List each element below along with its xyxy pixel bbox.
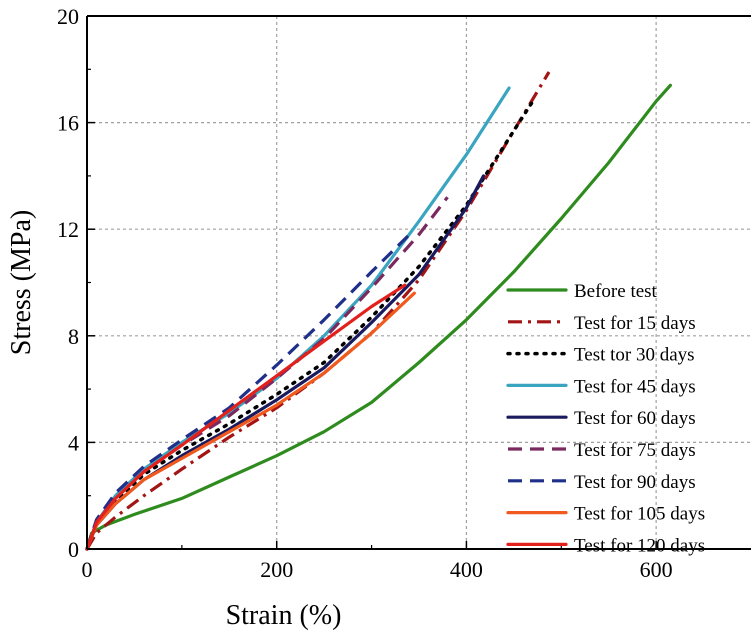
series-line-3: [85, 99, 535, 551]
series-lines: [85, 71, 672, 551]
y-tick-label: 20: [57, 4, 79, 29]
x-tick-label: 0: [82, 557, 93, 582]
series-line-5: [85, 174, 486, 551]
legend-label-2: Test for 15 days: [574, 313, 696, 334]
y-tick-label: 0: [68, 537, 79, 562]
y-tick-label: 4: [68, 430, 79, 455]
y-axis-title: Stress (MPa): [6, 210, 37, 355]
series-line-1: [85, 83, 672, 551]
legend-label-6: Test for 75 days: [574, 440, 696, 461]
y-tick-label: 12: [57, 217, 79, 242]
series-line-6: [85, 196, 449, 550]
legend-label-7: Test for 90 days: [574, 472, 696, 493]
y-tick-label: 16: [57, 111, 79, 136]
series-line-9: [85, 283, 407, 551]
series-line-8: [85, 291, 416, 551]
series-line-4: [85, 86, 511, 551]
x-tick-label: 400: [450, 557, 483, 582]
y-tick-label: 8: [68, 324, 79, 349]
legend-label-9: Test for 120 days: [574, 535, 705, 556]
legend-label-3: Test tor 30 days: [574, 345, 695, 366]
legend: Before test Test for 15 days Test tor 30 d…: [506, 281, 705, 556]
series-line-7: [85, 233, 411, 550]
x-axis-title: Strain (%): [226, 600, 342, 631]
series-line-2: [85, 71, 551, 550]
x-tick-label: 200: [260, 557, 293, 582]
ticks: 0 200 400 600 0 4 8 12 16 20: [57, 4, 673, 582]
legend-label-1: Before test: [574, 281, 658, 302]
legend-label-4: Test for 45 days: [574, 376, 696, 397]
legend-label-8: Test for 105 days: [574, 504, 705, 525]
grid-lines: [87, 16, 751, 549]
x-tick-label: 600: [640, 557, 673, 582]
legend-label-5: Test for 60 days: [574, 408, 696, 429]
